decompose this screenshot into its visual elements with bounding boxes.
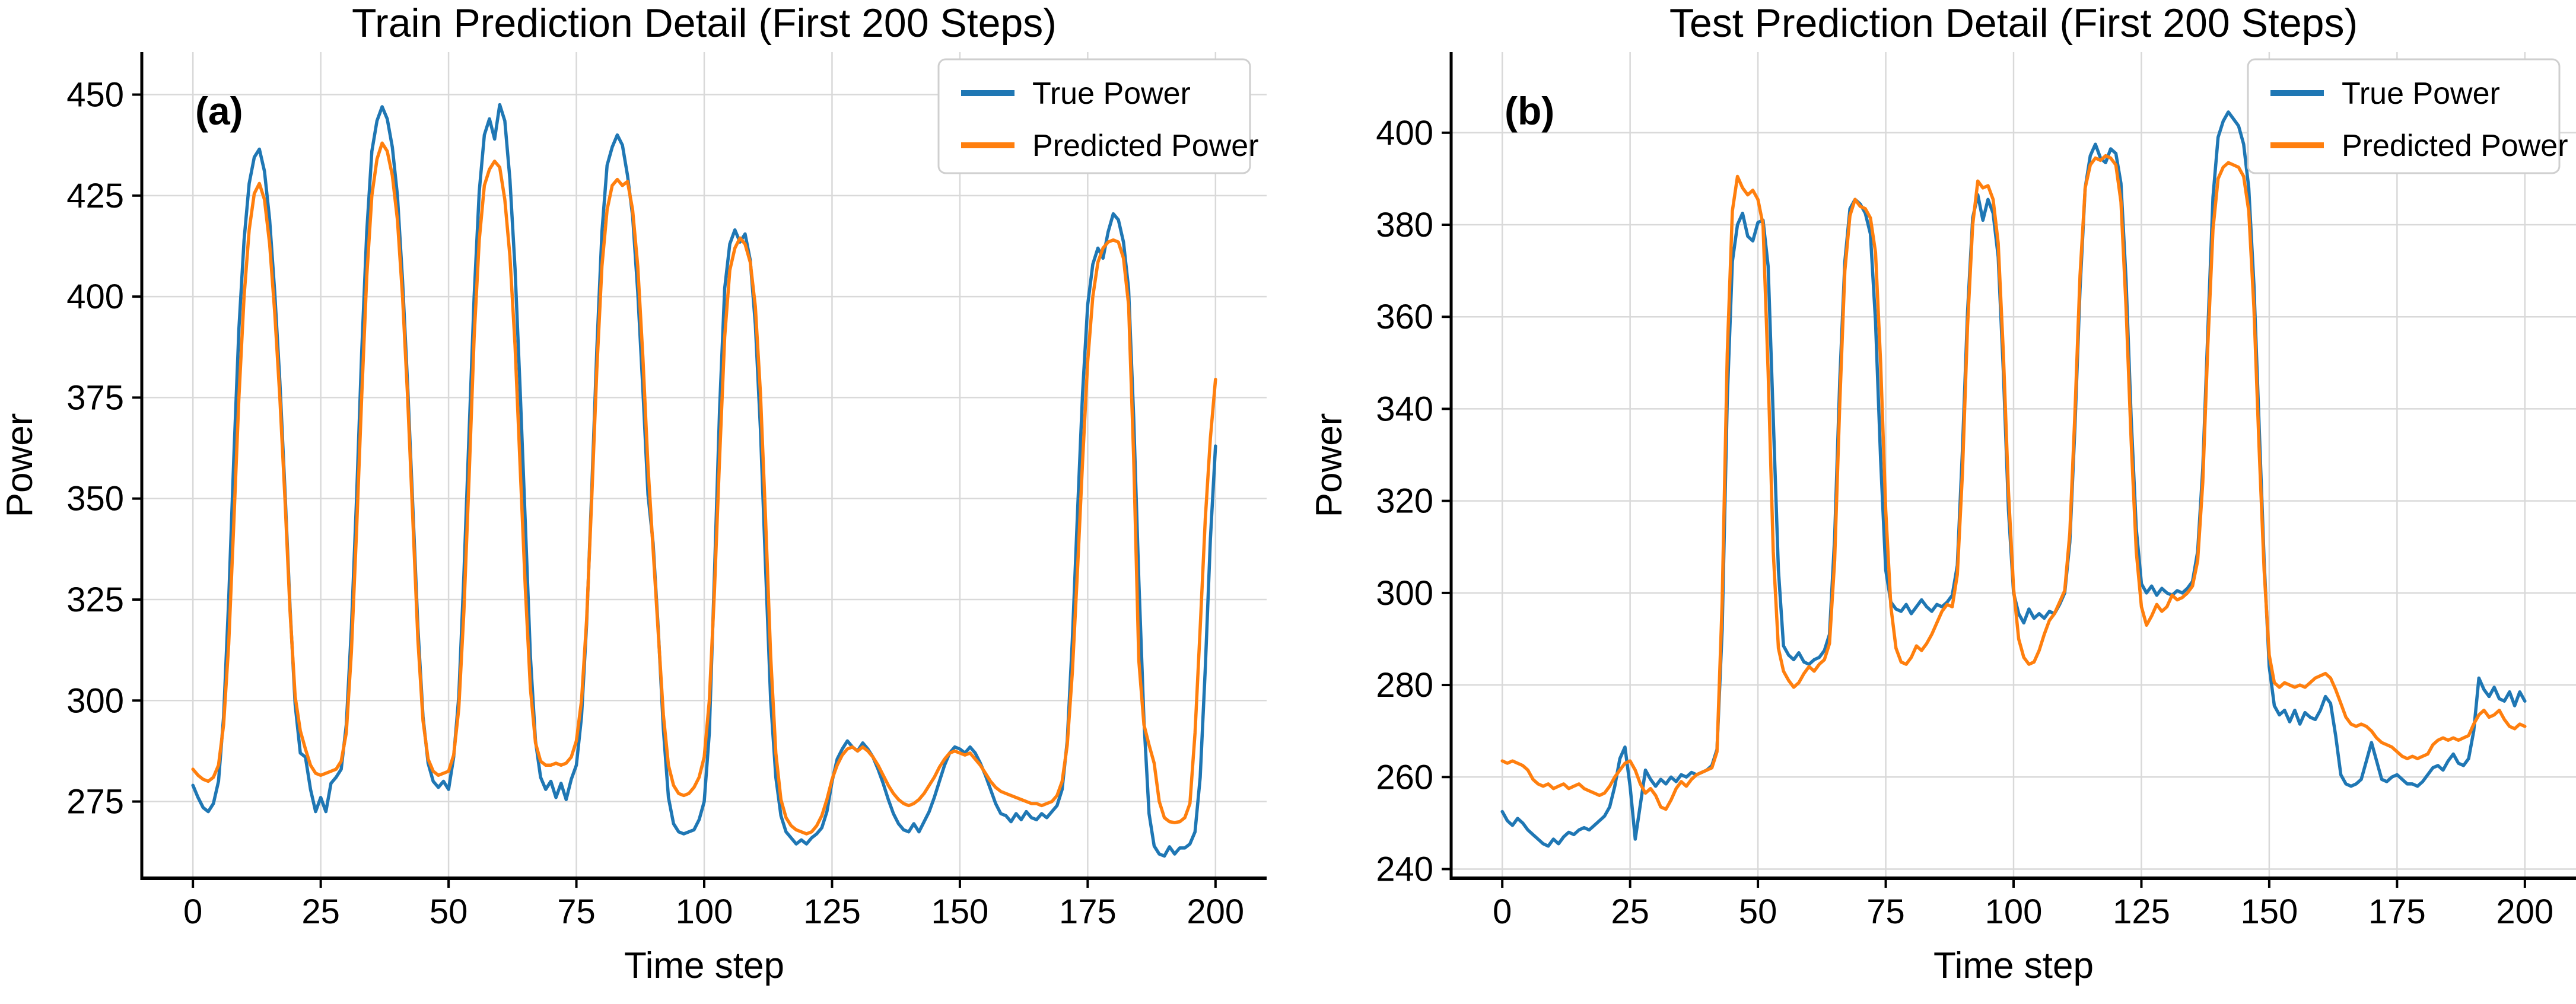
x-tick-label: 25 [1611,893,1649,931]
x-axis-label: Time step [624,945,784,986]
x-tick-label: 100 [676,893,733,931]
chart-title: Test Prediction Detail (First 200 Steps) [1669,1,2358,46]
x-tick-label: 125 [2113,893,2170,931]
y-tick-label: 400 [1376,114,1433,152]
x-tick-label: 75 [1866,893,1905,931]
y-tick-label: 280 [1376,666,1433,705]
panel-letter: (b) [1505,89,1554,133]
y-tick-label: 260 [1376,758,1433,796]
y-tick-label: 450 [66,76,124,114]
x-tick-label: 0 [183,893,202,931]
y-tick-label: 350 [66,480,124,518]
x-tick-label: 150 [2241,893,2298,931]
x-tick-label: 175 [2368,893,2426,931]
test-prediction-chart: 0 25 50 75 100 125 150 175 200 240 260 280 300 320 340… [1288,0,2576,1004]
legend-label: Predicted Power [1032,129,1259,163]
y-tick-label: 275 [66,783,124,821]
y-tick-label: 325 [66,581,124,619]
y-tick-label: 375 [66,378,124,417]
legend-label: True Power [1032,77,1191,111]
x-tick-label: 100 [1985,893,2043,931]
y-tick-label: 320 [1376,482,1433,521]
train-prediction-chart: 0 25 50 75 100 125 150 175 200 275 300 325 350 375 400… [0,1,1267,986]
x-tick-label: 175 [1059,893,1117,931]
series-line-predicted-power [1500,154,2527,811]
y-tick-label: 300 [1376,574,1433,613]
y-tick-label: 340 [1376,390,1433,428]
x-tick-label: 25 [301,893,340,931]
y-axis-label: Power [1309,413,1350,518]
x-tick-label: 50 [1739,893,1777,931]
y-tick-label: 360 [1376,298,1433,336]
legend-label: Predicted Power [2342,129,2568,163]
y-tick-label: 240 [1376,850,1433,888]
y-tick-label: 400 [66,278,124,316]
legend-box [937,58,1251,174]
x-tick-label: 50 [430,893,468,931]
chart-title: Train Prediction Detail (First 200 Steps… [352,1,1057,46]
legend-box [2247,58,2561,174]
y-tick-label: 425 [66,177,124,215]
y-axis-label: Power [0,413,40,518]
x-tick-label: 125 [803,893,861,931]
y-tick-label: 300 [66,681,124,720]
x-tick-label: 200 [2496,893,2553,931]
x-tick-label: 75 [557,893,596,931]
panel-letter: (a) [195,89,243,133]
x-axis-label: Time step [1933,945,2094,986]
series-line-predicted-power [191,141,1217,836]
legend-label: True Power [2342,77,2500,111]
y-tick-label: 380 [1376,206,1433,244]
series-line-true-power [191,103,1217,858]
x-tick-label: 150 [931,893,989,931]
x-tick-label: 0 [1493,893,1512,931]
x-tick-label: 200 [1187,893,1244,931]
